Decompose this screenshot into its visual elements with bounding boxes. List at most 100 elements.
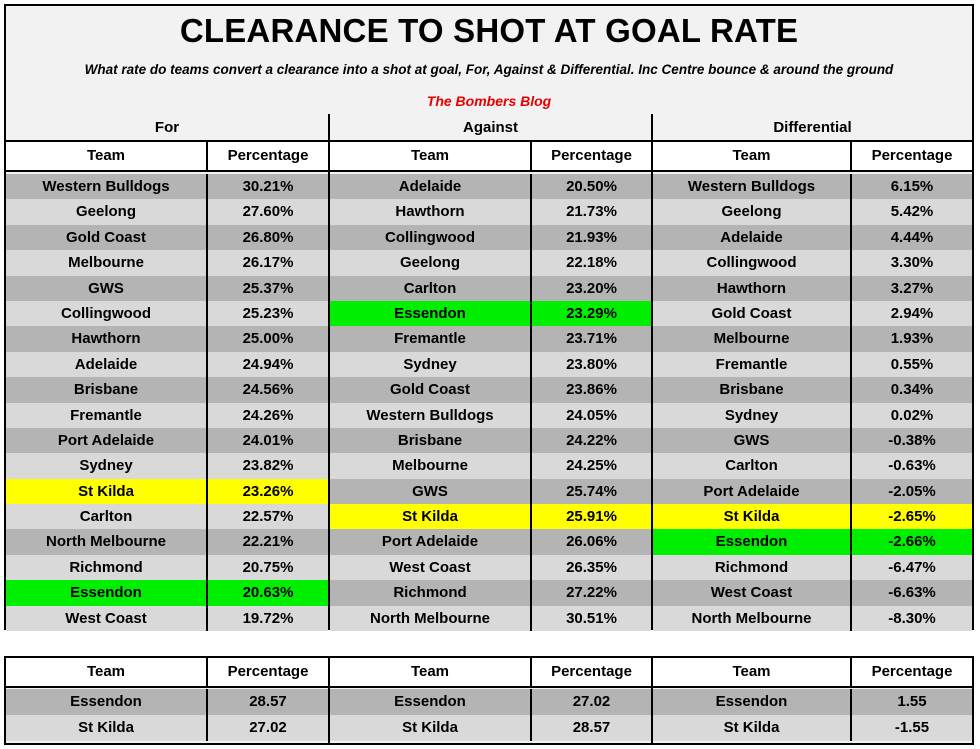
percentage-cell: 6.15% [850,174,972,200]
percentage-cell: 22.57% [206,504,328,530]
table-row: Hawthorn 3.27% [653,275,972,301]
team-cell: Essendon [70,693,142,710]
team-column-header: Team [732,663,771,680]
blog-credit: The Bombers Blog [426,93,552,109]
table-row: Sydney 0.02% [653,402,972,428]
team-cell: Western Bulldogs [366,406,494,424]
percentage-cell: -6.63% [850,580,972,606]
team-cell: Gold Coast [711,304,792,322]
percentage-cell: -2.66% [850,529,972,555]
table-row: Western Bulldogs 30.21% [6,174,328,200]
percentage-cell: 23.82% [206,453,328,479]
team-cell: Geelong [399,254,460,272]
percentage-cell: 5.42% [850,199,972,225]
percentage-cell: -8.30% [850,605,972,632]
table-row: Carlton 22.57% [6,504,328,530]
table-row: Essendon 23.29% [330,300,651,327]
team-cell: Carlton [79,508,133,526]
table-row: Western Bulldogs 24.05% [330,402,651,428]
table-row: Essendon 1.55 [653,689,972,715]
table-row: St Kilda -2.65% [653,504,972,530]
section-heading: Differential [653,114,972,142]
table-row: Collingwood 3.30% [653,250,972,276]
table-row: Adelaide 20.50% [330,174,651,200]
team-cell: Hawthorn [716,279,787,297]
team-cell: North Melbourne [370,609,490,627]
team-cell: Carlton [403,279,457,297]
team-cell: Gold Coast [389,381,470,399]
percentage-cell: -2.65% [850,504,972,530]
table-row: St Kilda -1.55 [653,715,972,741]
percentage-cell: 28.57 [206,689,328,715]
table-row: Collingwood 21.93% [330,224,651,251]
page-subtitle: What rate do teams convert a clearance i… [84,62,894,77]
table-row: GWS 25.74% [330,478,651,505]
percentage-column-header: Percentage [206,142,328,170]
summary-table: Team Percentage Essendon 28.57 St Kilda 27.02… [4,656,974,745]
table-row: GWS 25.37% [6,275,328,301]
team-cell: Gold Coast [65,228,146,246]
percentage-cell: 30.21% [206,174,328,200]
percentage-cell: 24.01% [206,427,328,454]
percentage-column-header: Percentage [206,658,328,686]
team-cell: Geelong [75,203,136,221]
table-row: Geelong 5.42% [653,199,972,225]
column-header-row: Team Percentage [330,142,651,172]
team-cell: Sydney [79,457,133,475]
summary-section: Team Percentage Essendon 27.02 St Kilda 28.57 [330,658,651,743]
table-row: North Melbourne -8.30% [653,605,972,632]
percentage-column-header: Percentage [530,658,651,686]
table-row: GWS -0.38% [653,427,972,454]
percentage-cell: 23.26% [206,478,328,505]
team-cell: Collingwood [706,254,797,272]
team-cell: Richmond [714,558,789,576]
percentage-cell: 1.93% [850,326,972,352]
team-column-header: Team [86,147,126,164]
team-cell: Western Bulldogs [687,178,816,195]
percentage-cell: 24.22% [530,427,651,454]
team-cell: GWS [412,482,448,500]
section-heading: For [6,114,328,142]
column-divider [651,114,653,628]
table-row: Fremantle 0.55% [653,351,972,378]
section-heading: Against [330,114,651,142]
table-row: Sydney 23.80% [330,351,651,378]
table-row: Gold Coast 23.86% [330,377,651,403]
table-row: Carlton -0.63% [653,453,972,479]
table-row: Hawthorn 25.00% [6,326,328,352]
table-row: St Kilda 28.57 [330,715,651,741]
percentage-cell: 30.51% [530,605,651,632]
team-cell: Essendon [70,584,142,602]
section-differential: Differential Team Percentage Western Bulldo… [653,114,972,632]
summary-section: Team Percentage Essendon 1.55 St Kilda -1.55 [653,658,972,743]
table-row: Adelaide 24.94% [6,351,328,378]
column-header-row: Team Percentage [330,658,651,688]
team-cell: West Coast [65,609,147,627]
team-cell: North Melbourne [46,533,166,551]
team-column-header: Team [410,147,450,164]
table-row: Hawthorn 21.73% [330,199,651,225]
main-table: CLEARANCE TO SHOT AT GOAL RATE What rate… [4,4,974,632]
percentage-cell: 20.50% [530,174,651,200]
percentage-cell: 26.80% [206,224,328,251]
percentage-cell: 25.91% [530,504,651,530]
team-cell: Richmond [393,584,467,602]
percentage-cell: 26.35% [530,554,651,581]
page-title: CLEARANCE TO SHOT AT GOAL RATE [179,12,799,49]
table-row: Melbourne 1.93% [653,326,972,352]
percentage-cell: 21.73% [530,199,651,225]
percentage-column-header: Percentage [850,658,972,686]
table-row: Port Adelaide 26.06% [330,529,651,555]
team-cell: Sydney [724,406,779,424]
percentage-cell: 27.02 [206,715,328,741]
team-cell: St Kilda [402,719,458,736]
team-cell: GWS [88,279,124,297]
team-cell: North Melbourne [691,609,812,627]
percentage-cell: 0.02% [850,402,972,428]
percentage-cell: 3.27% [850,275,972,301]
table-row: West Coast -6.63% [653,580,972,606]
team-cell: St Kilda [78,719,134,736]
team-cell: West Coast [710,584,793,602]
team-cell: Melbourne [68,254,144,272]
table-row: Essendon 20.63% [6,580,328,606]
